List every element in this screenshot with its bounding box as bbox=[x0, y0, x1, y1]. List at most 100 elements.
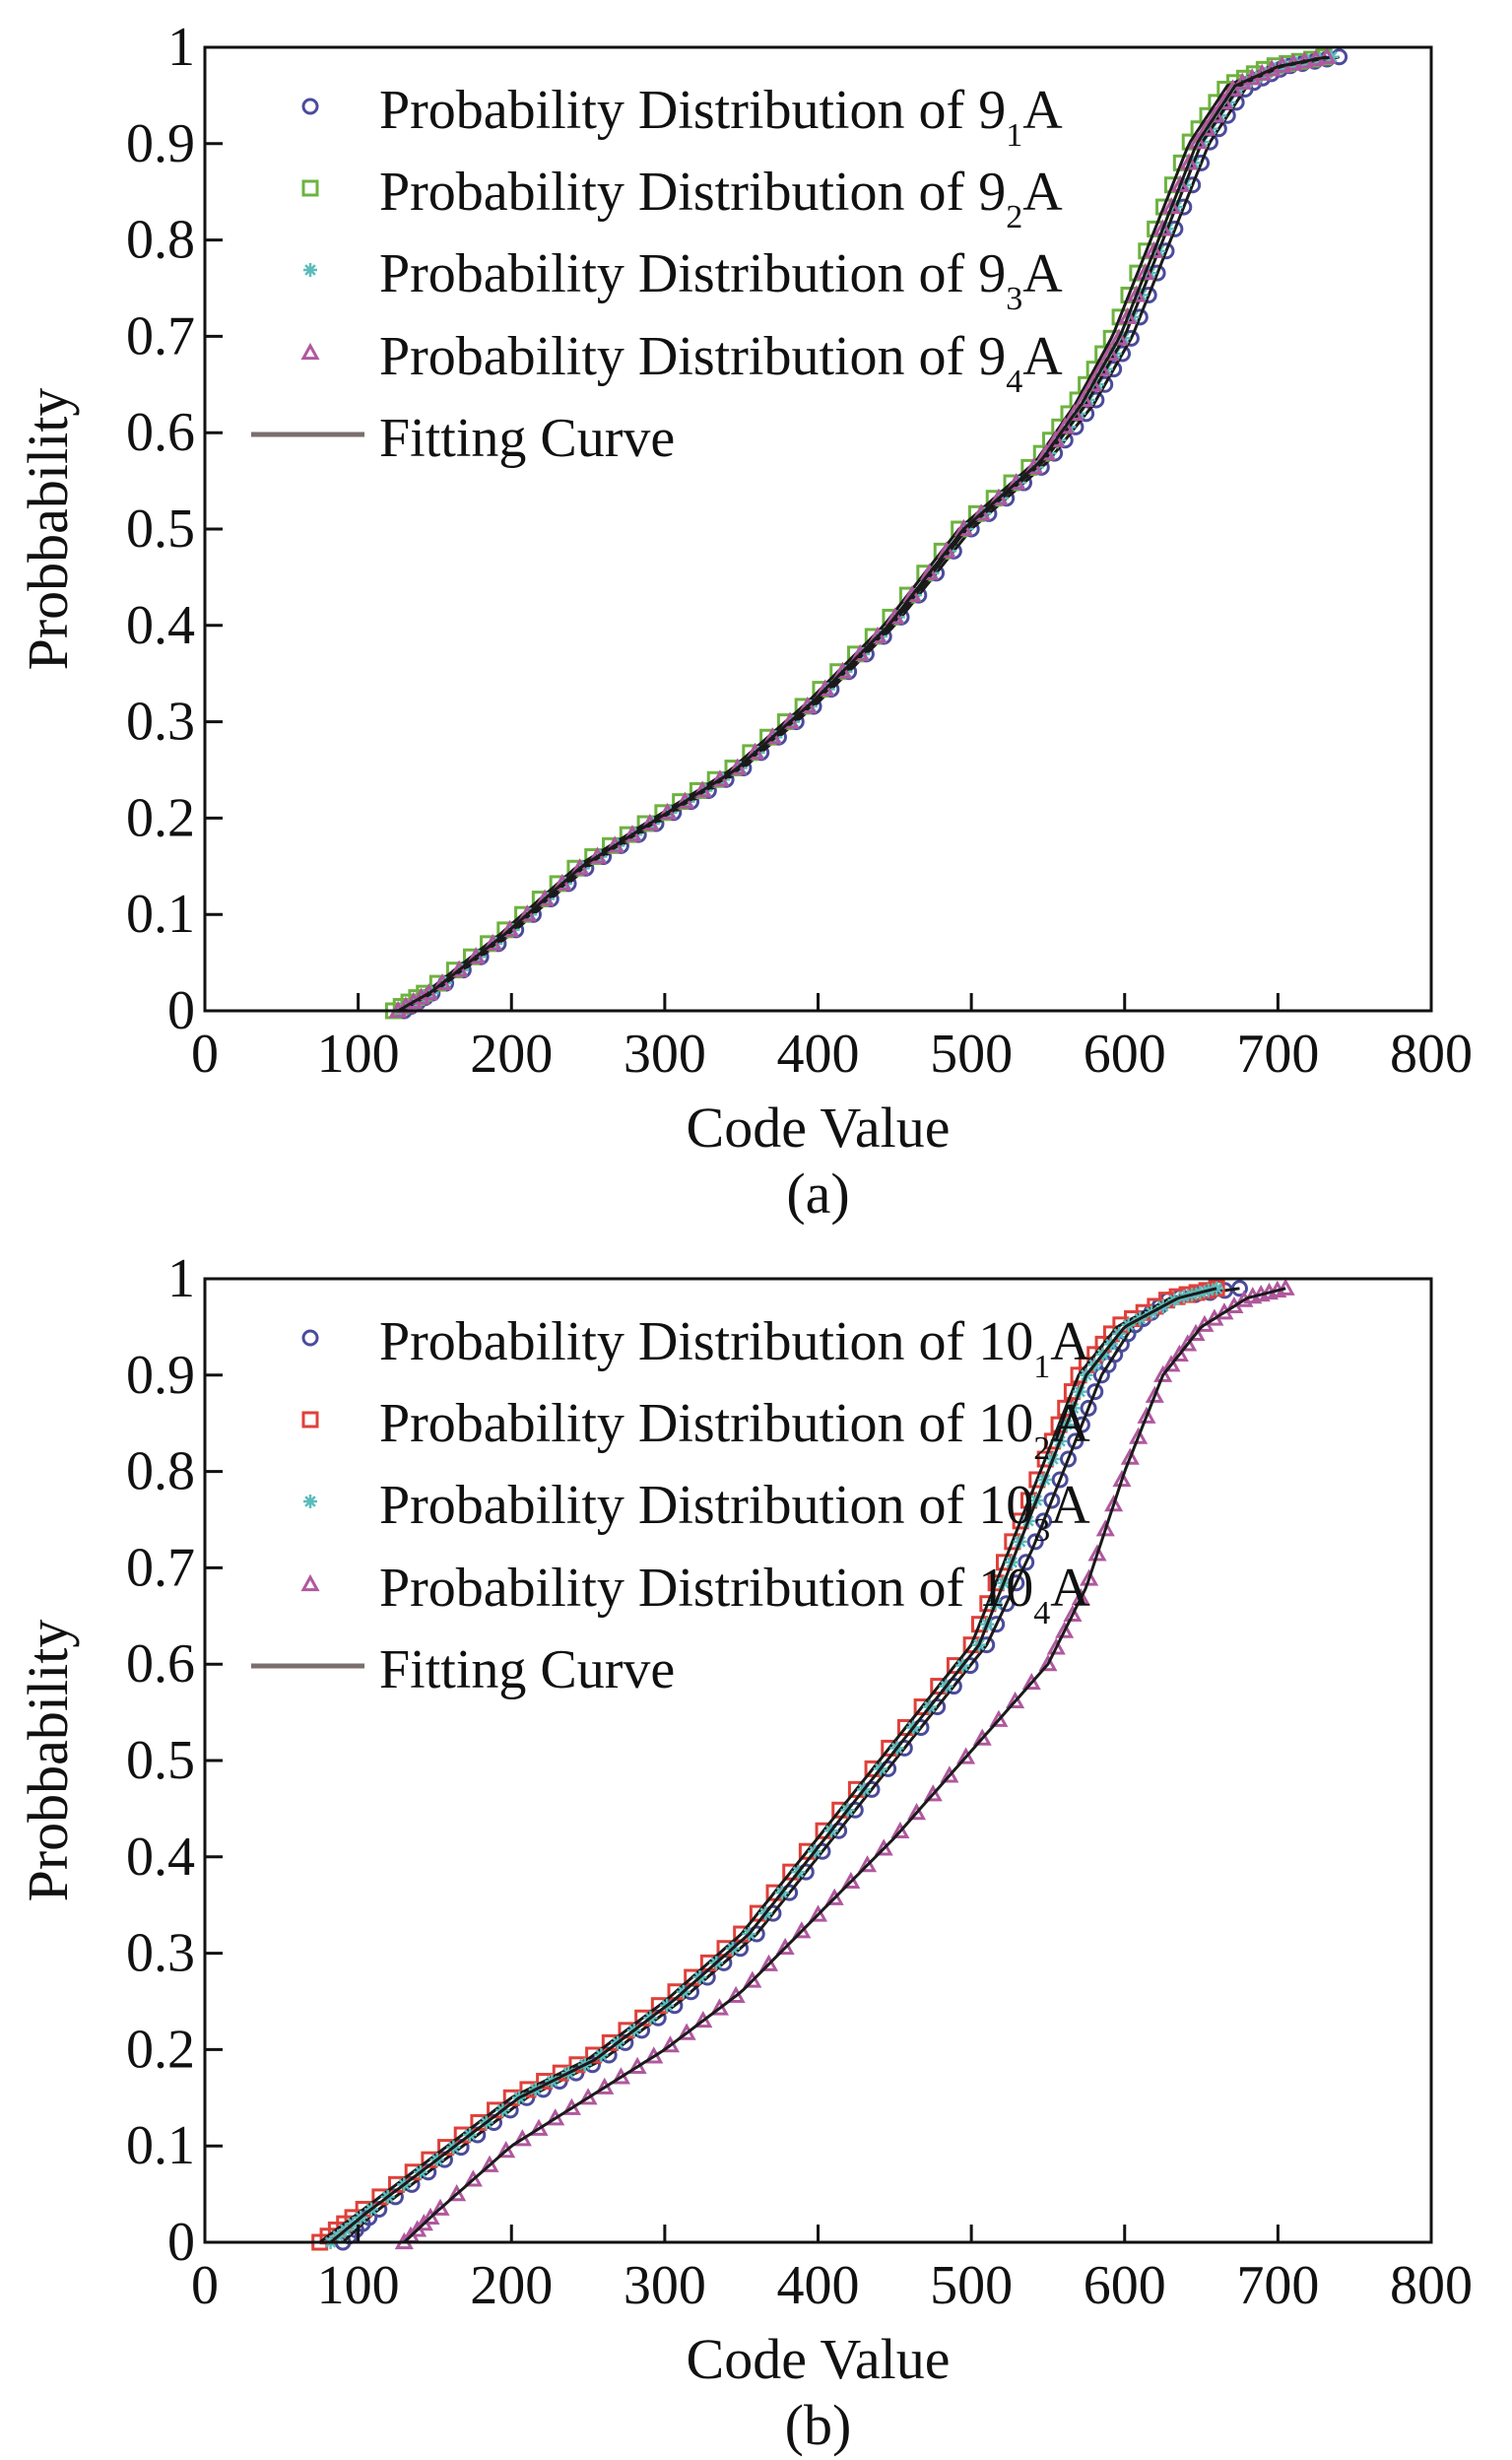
legend-suffix: A bbox=[1050, 1311, 1090, 1372]
y-tick-label: 0 bbox=[167, 2212, 195, 2273]
data-point bbox=[1100, 343, 1120, 362]
data-point bbox=[553, 873, 572, 892]
y-tick-label: 0.7 bbox=[126, 1537, 195, 1598]
data-point bbox=[1197, 118, 1216, 136]
x-tick-label: 800 bbox=[1390, 2255, 1473, 2316]
data-point bbox=[1179, 153, 1199, 170]
legend-item-1: Probability Distribution of 91A bbox=[301, 80, 1063, 154]
legend-subscript: 2 bbox=[1006, 199, 1022, 235]
data-point bbox=[483, 933, 502, 951]
data-point bbox=[693, 2010, 713, 2028]
data-point bbox=[1206, 105, 1225, 123]
data-point bbox=[1109, 328, 1129, 346]
data-point bbox=[1046, 430, 1066, 447]
data-point bbox=[1036, 443, 1056, 461]
legend-suffix: A bbox=[1050, 1558, 1090, 1619]
data-point bbox=[832, 661, 852, 679]
data-point bbox=[1055, 417, 1075, 434]
legend-label: Probability Distribution of 9 bbox=[379, 243, 1006, 304]
data-point bbox=[449, 960, 469, 977]
data-point bbox=[1034, 1512, 1052, 1530]
data-point bbox=[1091, 359, 1111, 376]
legend-suffix: A bbox=[1022, 326, 1063, 387]
data-point bbox=[841, 1871, 861, 1890]
series-3 bbox=[323, 1281, 1224, 2249]
data-point bbox=[989, 1709, 1009, 1727]
data-point bbox=[780, 711, 800, 729]
legend-circle-icon bbox=[301, 98, 319, 115]
data-point bbox=[1145, 1385, 1164, 1403]
fitting-curve bbox=[342, 1287, 1240, 2244]
data-point bbox=[857, 1855, 878, 1873]
y-tick-label: 0.3 bbox=[126, 692, 195, 753]
x-tick-label: 700 bbox=[1236, 1024, 1319, 1085]
data-point bbox=[1215, 92, 1234, 109]
y-tick-label: 1 bbox=[167, 1248, 195, 1309]
y-tick-label: 0.4 bbox=[126, 595, 195, 656]
legend-suffix: A bbox=[1022, 243, 1063, 304]
data-point bbox=[1118, 306, 1138, 324]
data-point bbox=[1276, 1278, 1295, 1296]
data-point bbox=[1178, 1334, 1198, 1352]
legend-square-icon bbox=[301, 1411, 319, 1429]
x-tick-label: 300 bbox=[624, 2255, 706, 2316]
y-tick-label: 0.1 bbox=[126, 2115, 195, 2176]
data-point bbox=[1060, 1450, 1078, 1468]
x-axis-label: Code Value bbox=[687, 2327, 951, 2391]
data-point bbox=[1161, 196, 1181, 215]
data-point bbox=[535, 889, 555, 906]
data-point bbox=[1083, 374, 1102, 392]
y-tick-label: 0.6 bbox=[126, 1633, 195, 1695]
chart-panel-b: 0 100 200 300 400 500 600 700 800 0 0.1 0.2 0.3 0.4 0.… bbox=[16, 1248, 1473, 2457]
data-point bbox=[758, 1954, 779, 1971]
legend-triangle-icon bbox=[300, 1573, 320, 1592]
data-point bbox=[480, 2155, 499, 2172]
y-tick-label: 0.9 bbox=[126, 113, 195, 174]
x-tick-label: 400 bbox=[777, 1024, 860, 1085]
data-point bbox=[1055, 1621, 1075, 1638]
plot-area bbox=[384, 46, 1348, 1020]
legend-suffix: A bbox=[1050, 1475, 1090, 1536]
data-point bbox=[1120, 1447, 1140, 1465]
x-tick-label: 500 bbox=[930, 2255, 1013, 2316]
legend-label: Probability Distribution of 9 bbox=[379, 80, 1006, 141]
data-point bbox=[972, 1728, 992, 1746]
data-point bbox=[850, 643, 870, 661]
data-point bbox=[726, 1985, 746, 2004]
data-point bbox=[1007, 472, 1026, 491]
data-point bbox=[447, 2184, 467, 2202]
data-point bbox=[919, 563, 940, 580]
data-point bbox=[956, 1747, 976, 1764]
data-point bbox=[886, 607, 905, 625]
fitting-curve bbox=[329, 1287, 1217, 2244]
data-point bbox=[1080, 1399, 1097, 1417]
data-point bbox=[989, 488, 1009, 505]
data-point bbox=[1112, 1469, 1132, 1488]
data-point bbox=[1026, 1533, 1044, 1551]
legend-label: Probability Distribution of 10 bbox=[379, 1558, 1033, 1619]
x-tick-label: 300 bbox=[624, 1024, 706, 1085]
data-point bbox=[1153, 1364, 1173, 1382]
legend-circle-icon bbox=[301, 1329, 319, 1347]
data-point bbox=[1065, 403, 1085, 422]
data-point bbox=[1006, 1691, 1025, 1709]
data-point bbox=[1210, 1281, 1224, 1296]
data-point bbox=[496, 2141, 516, 2159]
y-tick-label: 0.3 bbox=[126, 1923, 195, 1984]
data-point bbox=[743, 1970, 762, 1988]
data-point bbox=[677, 2023, 696, 2040]
data-point bbox=[940, 1765, 959, 1783]
legend: Probability Distribution of 91AProbabili… bbox=[251, 80, 1063, 469]
data-point bbox=[499, 919, 520, 937]
legend-label: Fitting Curve bbox=[379, 1639, 675, 1700]
y-tick-label: 1 bbox=[167, 17, 195, 78]
legend-item-fit: Fitting Curve bbox=[251, 408, 675, 469]
legend-triangle-icon bbox=[300, 342, 320, 361]
data-point bbox=[466, 947, 486, 964]
legend-suffix: A bbox=[1022, 162, 1063, 223]
data-point bbox=[660, 2035, 680, 2053]
x-tick-label: 800 bbox=[1390, 1024, 1473, 1085]
data-point bbox=[824, 1888, 844, 1905]
legend-subscript: 4 bbox=[1006, 364, 1022, 400]
legend-label: Probability Distribution of 9 bbox=[379, 162, 1006, 223]
